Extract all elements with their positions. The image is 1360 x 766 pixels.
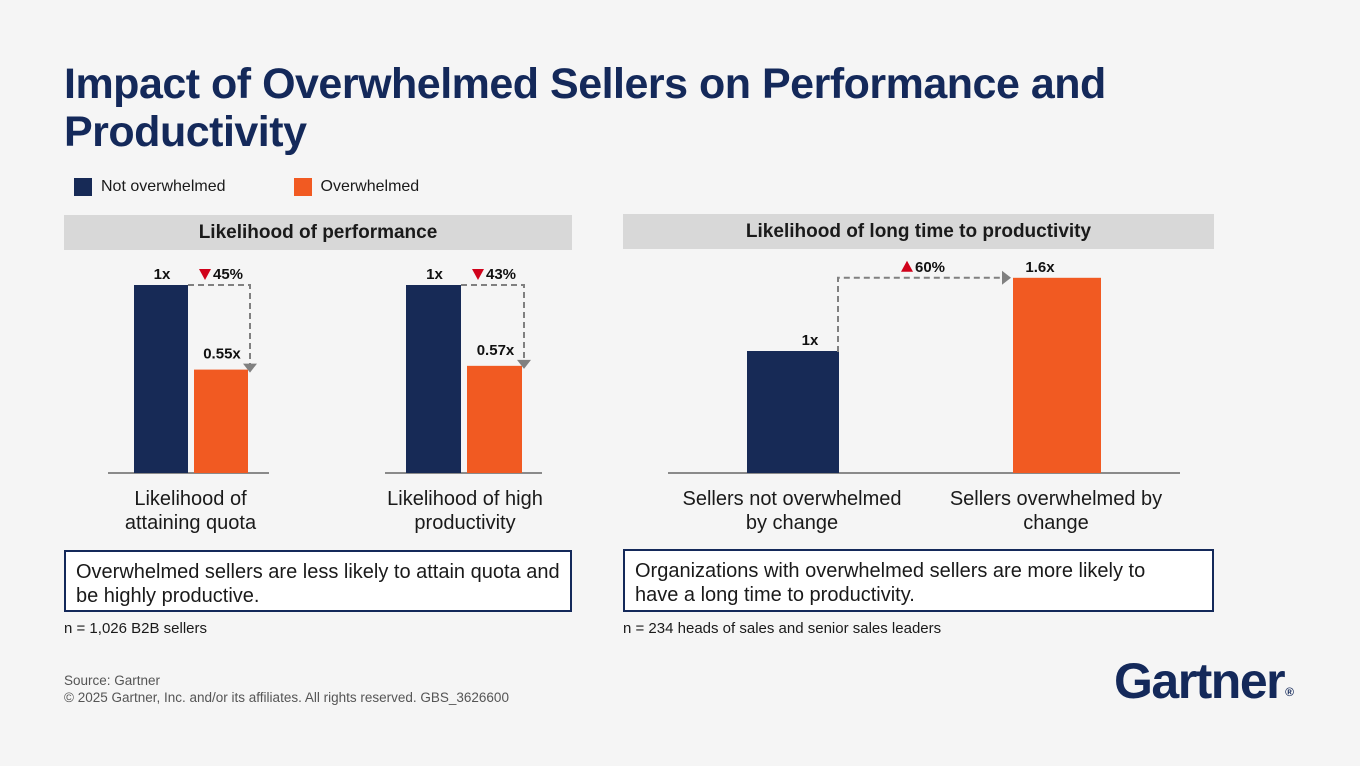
bar-overwhelmed-by-change [1013, 277, 1101, 473]
legend-item-not-overwhelmed: Not overwhelmed [74, 178, 226, 196]
data-label-overwhelmed: 0.57x [477, 342, 515, 359]
change-up-icon [901, 260, 913, 272]
legend-label: Not overwhelmed [101, 178, 226, 195]
change-arrowhead [517, 359, 531, 369]
page-title: Impact of Overwhelmed Sellers on Perform… [64, 60, 1106, 156]
footer-source: Source: Gartner © 2025 Gartner, Inc. and… [64, 672, 509, 706]
bar-not-overwhelmed-by-change [747, 351, 839, 473]
source-text: Source: Gartner [64, 673, 161, 688]
change-label: 60% [915, 259, 945, 276]
left-panel-header: Likelihood of performance [64, 215, 572, 250]
bar-overwhelmed [194, 369, 248, 473]
data-label: 1.6x [1025, 259, 1055, 276]
change-connector [461, 284, 525, 362]
chart-legend: Not overwhelmed Overwhelmed [74, 178, 487, 196]
left-note-box: Overwhelmed sellers are less likely to a… [64, 550, 572, 612]
legend-swatch-overwhelmed [293, 178, 312, 196]
bar-not-overwhelmed [134, 285, 188, 473]
change-label: 45% [213, 266, 243, 283]
category-label-attaining-quota: Likelihood of attaining quota [124, 488, 257, 534]
change-connector [188, 284, 251, 366]
logo-registered-mark: ® [1285, 685, 1294, 699]
change-arrowhead [243, 363, 257, 373]
right-note-box: Organizations with overwhelmed sellers a… [623, 549, 1214, 612]
data-label: 1x [802, 332, 819, 349]
right-panel-header: Likelihood of long time to productivity [623, 214, 1214, 249]
bar-not-overwhelmed [406, 285, 461, 473]
data-label-not-overwhelmed: 1x [154, 266, 171, 283]
gartner-logo: Gartner® [1114, 652, 1294, 710]
category-label-high-productivity: Likelihood of high productivity [387, 488, 543, 534]
bar-overwhelmed [467, 365, 522, 473]
legend-label: Overwhelmed [320, 178, 420, 195]
change-connector [837, 276, 1002, 352]
data-label-overwhelmed: 0.55x [203, 346, 241, 363]
legend-item-overwhelmed: Overwhelmed [293, 178, 420, 196]
change-arrowhead [1002, 270, 1011, 285]
logo-text: Gartner [1114, 653, 1286, 709]
change-down-icon [199, 269, 211, 280]
data-label-not-overwhelmed: 1x [426, 266, 443, 283]
category-label-overwhelmed-by-change: Sellers overwhelmed by change [949, 488, 1163, 534]
copyright-text: © 2025 Gartner, Inc. and/or its affiliat… [64, 690, 509, 705]
category-label-not-overwhelmed-by-change: Sellers not overwhelmed by change [682, 488, 902, 534]
legend-swatch-not-overwhelmed [74, 178, 92, 196]
right-sample-note: n = 234 heads of sales and senior sales … [623, 620, 942, 637]
change-label: 43% [486, 266, 516, 283]
change-down-icon [472, 269, 484, 280]
left-sample-note: n = 1,026 B2B sellers [64, 620, 208, 637]
